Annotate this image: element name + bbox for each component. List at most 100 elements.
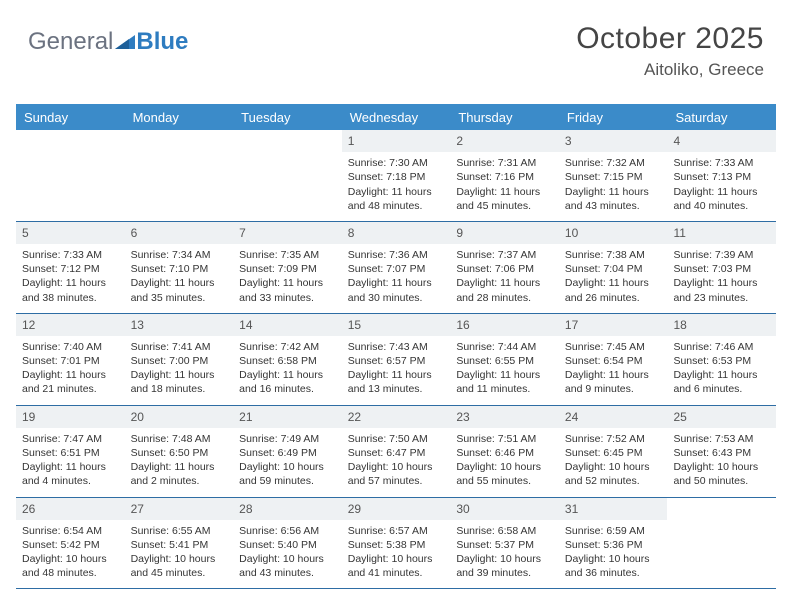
logo-triangle-icon [115,33,135,49]
day-info-line: and 18 minutes. [131,382,228,396]
day-info-line: Sunrise: 7:31 AM [456,156,553,170]
day-info-line: and 38 minutes. [22,291,119,305]
day-number: 1 [342,130,451,152]
logo-text-general: General [28,28,113,56]
day-info-line: Sunrise: 7:36 AM [348,248,445,262]
day-number: 16 [450,314,559,336]
day-info-line: and 30 minutes. [348,291,445,305]
day-number: 25 [667,406,776,428]
day-info-line: Sunset: 6:53 PM [673,354,770,368]
day-number: 5 [16,222,125,244]
day-cell [233,130,342,221]
day-info-line: and 57 minutes. [348,474,445,488]
day-cell: 20Sunrise: 7:48 AMSunset: 6:50 PMDayligh… [125,406,234,497]
day-info-line: Daylight: 11 hours [348,276,445,290]
day-cell: 23Sunrise: 7:51 AMSunset: 6:46 PMDayligh… [450,406,559,497]
day-number: 26 [16,498,125,520]
day-info-line: and 11 minutes. [456,382,553,396]
day-info-line: Sunrise: 6:55 AM [131,524,228,538]
day-cell: 31Sunrise: 6:59 AMSunset: 5:36 PMDayligh… [559,498,668,589]
day-number: 17 [559,314,668,336]
week-row: 19Sunrise: 7:47 AMSunset: 6:51 PMDayligh… [16,406,776,498]
day-number: 27 [125,498,234,520]
week-row: 12Sunrise: 7:40 AMSunset: 7:01 PMDayligh… [16,314,776,406]
day-info-line: Daylight: 11 hours [565,185,662,199]
day-info-line: Daylight: 11 hours [348,368,445,382]
day-info-line: Sunset: 7:09 PM [239,262,336,276]
day-number: 2 [450,130,559,152]
day-number: 8 [342,222,451,244]
week-row: 5Sunrise: 7:33 AMSunset: 7:12 PMDaylight… [16,222,776,314]
day-info-line: and 48 minutes. [22,566,119,580]
day-info-line: Daylight: 11 hours [673,276,770,290]
day-info-line: Sunset: 7:04 PM [565,262,662,276]
day-info-line: Sunset: 5:40 PM [239,538,336,552]
day-info-line: Sunrise: 7:44 AM [456,340,553,354]
day-info-line: Daylight: 11 hours [565,276,662,290]
day-cell: 12Sunrise: 7:40 AMSunset: 7:01 PMDayligh… [16,314,125,405]
day-cell [667,498,776,589]
day-info-line: Sunrise: 7:39 AM [673,248,770,262]
day-info-line: Daylight: 10 hours [22,552,119,566]
day-info-line: Sunset: 6:58 PM [239,354,336,368]
day-info-line: and 43 minutes. [565,199,662,213]
day-info-line: Sunset: 5:42 PM [22,538,119,552]
day-info-line: Daylight: 11 hours [22,460,119,474]
day-cell: 7Sunrise: 7:35 AMSunset: 7:09 PMDaylight… [233,222,342,313]
day-info-line: Sunrise: 7:49 AM [239,432,336,446]
day-info-line: Sunrise: 7:42 AM [239,340,336,354]
day-info-line: Sunset: 7:13 PM [673,170,770,184]
day-info-line: Sunset: 7:06 PM [456,262,553,276]
day-cell: 5Sunrise: 7:33 AMSunset: 7:12 PMDaylight… [16,222,125,313]
day-cell: 22Sunrise: 7:50 AMSunset: 6:47 PMDayligh… [342,406,451,497]
day-info-line: Daylight: 10 hours [239,552,336,566]
day-info-line: Sunset: 6:46 PM [456,446,553,460]
day-info-line: Sunrise: 7:33 AM [673,156,770,170]
day-cell: 13Sunrise: 7:41 AMSunset: 7:00 PMDayligh… [125,314,234,405]
day-cell: 9Sunrise: 7:37 AMSunset: 7:06 PMDaylight… [450,222,559,313]
day-info-line: Daylight: 11 hours [131,276,228,290]
day-header-thu: Thursday [450,110,559,125]
day-number: 10 [559,222,668,244]
day-number: 23 [450,406,559,428]
day-info-line: Daylight: 11 hours [22,276,119,290]
day-info-line: Sunset: 6:43 PM [673,446,770,460]
day-info-line: Sunrise: 6:56 AM [239,524,336,538]
day-cell: 3Sunrise: 7:32 AMSunset: 7:15 PMDaylight… [559,130,668,221]
day-info-line: Daylight: 10 hours [565,552,662,566]
day-number: 6 [125,222,234,244]
day-cell: 16Sunrise: 7:44 AMSunset: 6:55 PMDayligh… [450,314,559,405]
day-cell: 10Sunrise: 7:38 AMSunset: 7:04 PMDayligh… [559,222,668,313]
day-info-line: Sunrise: 7:47 AM [22,432,119,446]
day-info-line: and 16 minutes. [239,382,336,396]
day-info-line: Daylight: 10 hours [565,460,662,474]
day-number: 24 [559,406,668,428]
day-number: 3 [559,130,668,152]
day-number: 31 [559,498,668,520]
day-info-line: Daylight: 11 hours [673,185,770,199]
day-number: 9 [450,222,559,244]
day-info-line: Sunrise: 7:30 AM [348,156,445,170]
day-header-mon: Monday [125,110,234,125]
day-cell: 19Sunrise: 7:47 AMSunset: 6:51 PMDayligh… [16,406,125,497]
day-info-line: Sunset: 6:51 PM [22,446,119,460]
day-info-line: and 13 minutes. [348,382,445,396]
day-info-line: and 33 minutes. [239,291,336,305]
day-info-line: Daylight: 10 hours [239,460,336,474]
day-info-line: Sunset: 7:07 PM [348,262,445,276]
day-info-line: Sunrise: 7:51 AM [456,432,553,446]
day-info-line: Daylight: 11 hours [348,185,445,199]
day-info-line: Sunrise: 7:48 AM [131,432,228,446]
day-cell: 27Sunrise: 6:55 AMSunset: 5:41 PMDayligh… [125,498,234,589]
day-number: 11 [667,222,776,244]
day-info-line: Sunrise: 7:40 AM [22,340,119,354]
day-info-line: and 43 minutes. [239,566,336,580]
day-info-line: Daylight: 11 hours [456,276,553,290]
day-info-line: Sunrise: 7:34 AM [131,248,228,262]
day-info-line: and 36 minutes. [565,566,662,580]
day-info-line: and 28 minutes. [456,291,553,305]
day-info-line: Daylight: 10 hours [131,552,228,566]
day-info-line: and 23 minutes. [673,291,770,305]
day-info-line: Sunrise: 7:41 AM [131,340,228,354]
day-header-row: Sunday Monday Tuesday Wednesday Thursday… [16,104,776,130]
